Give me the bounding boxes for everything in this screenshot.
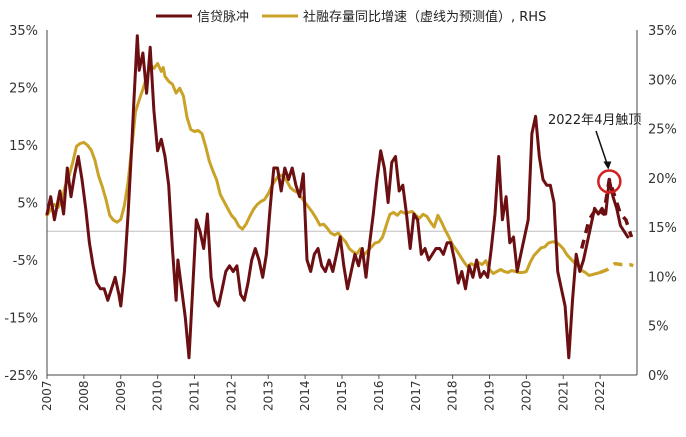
y-right-tick-label: 5%: [648, 320, 669, 335]
annotation-arrow-line: [595, 130, 610, 168]
x-tick-label: 2011: [188, 380, 202, 411]
y-left-tick-label: -15%: [4, 312, 38, 327]
y-left-tick-label: 25%: [9, 82, 38, 97]
x-tick-label: 2018: [446, 380, 460, 411]
y-right-tick-label: 0%: [648, 369, 669, 384]
y-left-tick-label: -25%: [4, 369, 38, 384]
x-tick-label: 2020: [519, 380, 533, 411]
legend-label-credit-impulse: 信贷脉冲: [197, 10, 249, 25]
annotation-label: 2022年4月触顶: [548, 113, 641, 128]
y-right-tick-label: 15%: [648, 221, 677, 236]
y-left-tick-label: 35%: [9, 24, 38, 39]
y-right-tick-label: 25%: [648, 123, 677, 138]
peak-highlight-circle: [597, 169, 622, 194]
x-tick-label: 2008: [77, 380, 91, 411]
x-tick-label: 2014: [298, 380, 312, 411]
x-tick-label: 2013: [261, 380, 275, 411]
series-layer: [45, 34, 634, 360]
credit-impulse-solid-line: [45, 34, 630, 360]
x-tick-label: 2019: [483, 380, 497, 411]
y-right-tick-label: 35%: [648, 24, 677, 39]
axes: 35% 25% 15% 5% -5% -15% -25% 35% 30% 25% 20% 15% 10%…: [4, 24, 677, 411]
legend-label-social-financing: 社融存量同比增速（虚线为预测值）, RHS: [303, 9, 546, 25]
x-tick-label: 2012: [224, 380, 238, 411]
y-right-tick-label: 30%: [648, 73, 677, 88]
y-left-tick-label: 15%: [9, 139, 38, 154]
credit-impulse-dashed-line: [580, 177, 634, 249]
annotation-arrow-head: [603, 161, 612, 170]
y-right-tick-label: 20%: [648, 172, 677, 187]
x-tick-label: 2017: [409, 380, 423, 411]
x-tick-label: 2007: [40, 380, 54, 411]
social-financing-dashed-line: [599, 261, 634, 275]
social-financing-solid-line: [45, 62, 602, 277]
x-tick-label: 2009: [114, 380, 128, 411]
x-tick-label: 2022: [593, 380, 607, 411]
x-tick-label: 2021: [556, 380, 570, 411]
y-left-tick-label: 5%: [17, 197, 38, 212]
x-tick-label: 2010: [151, 380, 165, 411]
legend: 信贷脉冲 社融存量同比增速（虚线为预测值）, RHS: [156, 9, 546, 25]
y-right-tick-label: 10%: [648, 270, 677, 285]
y-left-tick-label: -5%: [13, 254, 38, 269]
x-tick-label: 2015: [335, 380, 349, 411]
x-tick-label: 2016: [372, 380, 386, 411]
annotation: 2022年4月触顶: [548, 113, 641, 194]
